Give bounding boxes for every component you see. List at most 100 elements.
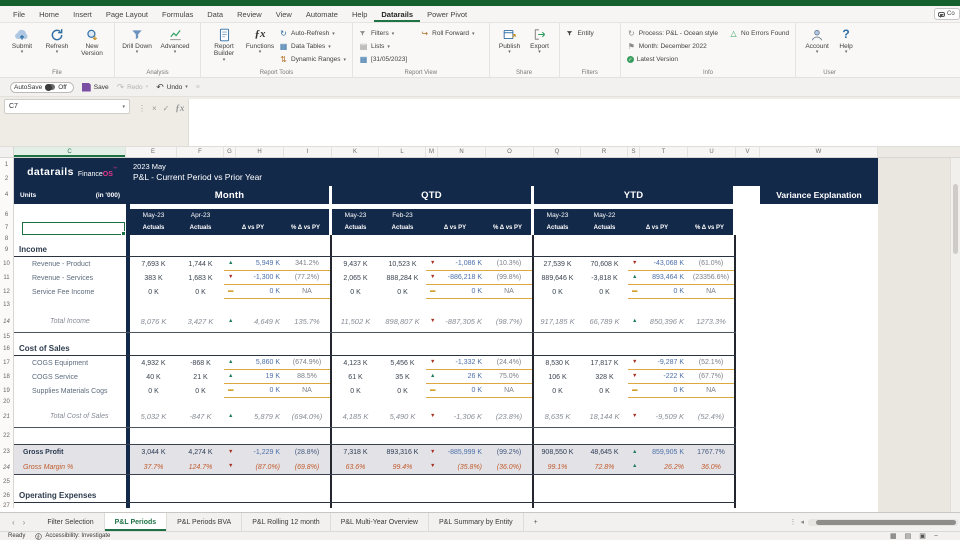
cell-actual-prior[interactable] xyxy=(177,475,224,488)
cell-pct-delta-vs-py[interactable] xyxy=(688,341,734,355)
column-header[interactable]: I xyxy=(284,147,332,157)
cell-delta-vs-py[interactable] xyxy=(426,299,486,311)
qat-overflow[interactable]: ≡ xyxy=(195,83,200,91)
ribbon-tab[interactable]: File xyxy=(13,10,26,19)
cell-actual-current[interactable]: 0 K xyxy=(350,387,361,395)
sheet-tab[interactable]: P&L Periods BVA xyxy=(167,513,243,531)
column-header[interactable]: F xyxy=(177,147,224,157)
variance-explanation-cell[interactable] xyxy=(760,333,878,341)
row-label[interactable]: Operating Expenses xyxy=(19,490,97,500)
row-label[interactable] xyxy=(14,475,126,488)
cell-delta-vs-py[interactable] xyxy=(628,333,688,341)
filters-button[interactable]: Filters ▾ xyxy=(359,28,407,39)
cell-delta-vs-py[interactable] xyxy=(224,341,284,355)
column-header[interactable]: C xyxy=(14,147,126,157)
cell-actual-prior[interactable] xyxy=(379,235,426,242)
cell-delta-vs-py[interactable] xyxy=(224,428,284,444)
variance-explanation-cell[interactable] xyxy=(760,311,878,333)
cell-delta-vs-py[interactable] xyxy=(628,503,688,508)
cell-pct-delta-vs-py[interactable] xyxy=(284,398,330,406)
cell-actual-prior[interactable]: 18,144 K xyxy=(589,412,620,421)
cell-actual-current[interactable] xyxy=(130,475,177,488)
cell-actual-prior[interactable] xyxy=(177,235,224,242)
comments-button[interactable]: Co xyxy=(934,8,960,20)
cell-delta-vs-py[interactable]: 26.2% xyxy=(628,460,688,474)
cell-delta-vs-py[interactable]: -222 K xyxy=(628,370,688,384)
cell-actual-prior[interactable]: 21 K xyxy=(193,373,208,381)
cell-actual-current[interactable]: 5,032 K xyxy=(140,412,167,421)
cell-delta-vs-py[interactable]: -1,300 K xyxy=(224,271,284,285)
cell-actual-current[interactable] xyxy=(130,242,177,256)
row-number[interactable]: 24 xyxy=(0,460,14,475)
cell-actual-prior[interactable] xyxy=(379,503,426,508)
cell-delta-vs-py[interactable]: 5,860 K xyxy=(224,356,284,370)
cell-pct-delta-vs-py[interactable]: 1767.7% xyxy=(697,449,725,456)
cell-pct-delta-vs-py[interactable]: (28.8%) xyxy=(294,449,320,456)
variance-explanation-cell[interactable] xyxy=(760,460,878,475)
cell-actual-prior[interactable]: 5,490 K xyxy=(389,412,416,421)
column-header[interactable]: E xyxy=(130,147,177,157)
variance-explanation-cell[interactable] xyxy=(760,428,878,444)
variance-explanation-cell[interactable] xyxy=(760,299,878,311)
cell-pct-delta-vs-py[interactable]: (77.2%) xyxy=(284,271,330,285)
cell-actual-current[interactable]: 2,065 K xyxy=(343,274,368,282)
cell-actual-prior[interactable]: 17,817 K xyxy=(590,359,619,367)
cell-delta-vs-py[interactable]: -885,999 K xyxy=(426,445,486,460)
ribbon-tab[interactable]: Formulas xyxy=(162,10,194,19)
cell-actual-current[interactable]: 4,932 K xyxy=(141,359,166,367)
cell-actual-current[interactable] xyxy=(534,341,581,355)
cell-delta-vs-py[interactable]: (35.8%) xyxy=(426,460,486,474)
row-number[interactable]: 25 xyxy=(0,475,14,488)
cell-actual-prior[interactable] xyxy=(581,333,628,341)
cell-actual-prior[interactable] xyxy=(379,333,426,341)
cell-delta-vs-py[interactable]: 4,649 K xyxy=(224,311,284,332)
row-number[interactable]: 13 xyxy=(0,299,14,311)
cell-actual-prior[interactable] xyxy=(379,398,426,406)
cell-actual-prior[interactable] xyxy=(379,341,426,355)
cell-actual-prior[interactable]: 5,456 K xyxy=(390,359,415,367)
row-number[interactable]: 23 xyxy=(0,444,14,460)
cell-actual-current[interactable]: 0 K xyxy=(148,387,159,395)
cell-actual-current[interactable] xyxy=(332,333,379,341)
cell-delta-vs-py[interactable]: (87.0%) xyxy=(224,460,284,474)
cell-actual-current[interactable]: 908,550 K xyxy=(541,449,574,456)
cell-delta-vs-py[interactable] xyxy=(628,242,688,256)
cell-pct-delta-vs-py[interactable]: 341.2% xyxy=(284,257,330,271)
cell-actual-current[interactable] xyxy=(130,299,177,311)
cell-actual-prior[interactable]: 0 K xyxy=(599,288,610,296)
ribbon-tab[interactable]: Review xyxy=(237,10,262,19)
cell-pct-delta-vs-py[interactable]: (99.2%) xyxy=(496,449,522,456)
sheet-tab[interactable]: P&L Multi-Year Overview xyxy=(331,513,429,531)
variance-explanation-cell[interactable] xyxy=(760,488,878,503)
undo-button[interactable]: ↶ Undo ▾ xyxy=(156,81,188,92)
confirm-entry-icon[interactable]: ✓ xyxy=(162,103,170,113)
cell-actual-prior[interactable] xyxy=(581,428,628,444)
cell-delta-vs-py[interactable]: -43,068 K xyxy=(628,257,688,271)
row-number[interactable]: 27 xyxy=(0,503,14,509)
help-button[interactable]: ? Help ▾ xyxy=(839,26,853,56)
publish-button[interactable]: Publish ▾ xyxy=(496,26,524,56)
cell-actual-prior[interactable] xyxy=(581,503,628,508)
column-header[interactable]: T xyxy=(640,147,688,157)
cell-actual-current[interactable] xyxy=(332,341,379,355)
variance-explanation-cell[interactable] xyxy=(760,257,878,271)
cell-delta-vs-py[interactable] xyxy=(224,333,284,341)
cell-delta-vs-py[interactable]: 0 K xyxy=(224,384,284,398)
cell-actual-prior[interactable] xyxy=(177,503,224,508)
cell-actual-current[interactable]: 63.6% xyxy=(345,463,366,471)
cell-pct-delta-vs-py[interactable] xyxy=(688,235,734,242)
cell-pct-delta-vs-py[interactable]: 88.5% xyxy=(284,370,330,384)
cell-actual-current[interactable]: 8,076 K xyxy=(140,317,167,326)
cell-actual-prior[interactable]: 66,789 K xyxy=(589,317,620,326)
variance-explanation-cell[interactable] xyxy=(760,384,878,398)
row-number[interactable]: 26 xyxy=(0,488,14,503)
cell-actual-current[interactable]: 9,437 K xyxy=(343,260,368,268)
export-button[interactable]: Export ▾ xyxy=(527,26,553,56)
row-number[interactable]: 20 xyxy=(0,398,14,406)
row-label[interactable] xyxy=(14,235,126,242)
cell-pct-delta-vs-py[interactable] xyxy=(284,475,330,488)
column-header[interactable]: L xyxy=(379,147,426,157)
page-layout-view-icon[interactable]: ▤ xyxy=(904,533,912,540)
cell-actual-prior[interactable]: 35 K xyxy=(395,373,410,381)
cell-actual-current[interactable]: 61 K xyxy=(348,373,363,381)
